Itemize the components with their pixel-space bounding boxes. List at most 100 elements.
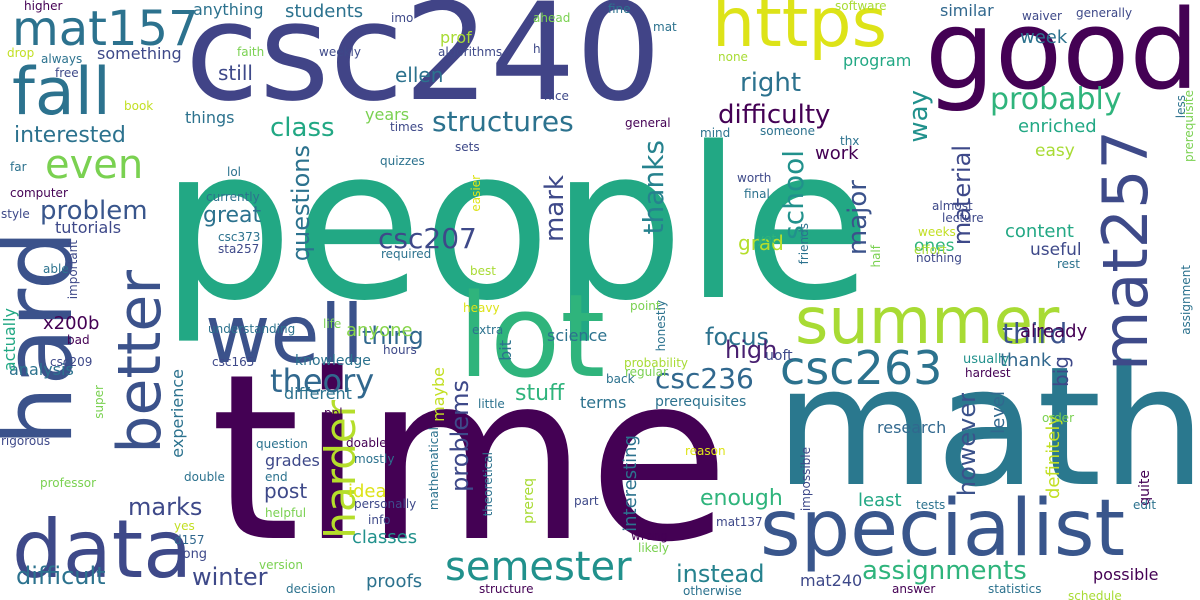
word-grades: grades [265, 451, 320, 470]
word-easy: easy [1035, 141, 1075, 161]
word-rest: rest [1057, 257, 1081, 271]
word-tests: tests [916, 498, 946, 512]
word-science: science [547, 326, 608, 345]
word-even: even [45, 142, 144, 188]
word-csc240: csc240 [185, 0, 662, 131]
word-best: best [470, 264, 496, 278]
word-prereq: prereq [521, 478, 537, 524]
word-interested: interested [14, 123, 126, 148]
word-tutorials: tutorials [55, 218, 122, 237]
word-better: better [105, 270, 175, 454]
word-anything: anything [193, 0, 264, 19]
word-lot: lot [458, 270, 606, 404]
word-computer: computer [10, 186, 68, 200]
word-focus: focus [705, 323, 770, 351]
word-personally: personally [354, 497, 417, 511]
word-regular: regular [625, 365, 668, 379]
word-imo: imo [391, 11, 414, 25]
word-professor: professor [40, 476, 97, 490]
word-data: data [12, 503, 193, 596]
word-grad: grad [738, 231, 784, 255]
word-edit: edit [1133, 498, 1157, 512]
word-none: none [718, 50, 748, 64]
word-end: end [265, 470, 288, 484]
word-quizzes: quizzes [380, 154, 425, 168]
word-different: different [284, 384, 352, 403]
word-easier: easier [469, 175, 483, 212]
word-times: times [390, 120, 424, 134]
word-good: good [925, 0, 1200, 114]
word-otherwise: otherwise [683, 584, 742, 598]
word-nice: nice [544, 89, 569, 103]
word-theory: theory [270, 362, 375, 400]
word-difficult: difficult [16, 562, 106, 590]
word-csc236: csc236 [655, 362, 754, 395]
word-big: big [1049, 356, 1073, 387]
word-problems: problems [446, 380, 474, 492]
word-assignment: assignment [1179, 265, 1193, 335]
word-extra: extra [472, 323, 504, 337]
word-level: level [988, 391, 1009, 434]
word-probability: probability [624, 356, 689, 370]
word-analysis: analysis [9, 360, 74, 379]
word-algorithms: algorithms [438, 45, 503, 59]
word-currently: currently [206, 190, 260, 204]
word-super: super [92, 385, 106, 419]
word-mostly: mostly [354, 452, 395, 466]
word-ones: ones [914, 236, 955, 256]
word-years: years [365, 105, 410, 124]
word-lecture: lecture [942, 211, 984, 225]
word-d157: d157 [174, 533, 205, 547]
word-actually: actually [0, 308, 19, 372]
word-mark: mark [540, 175, 570, 243]
word-likely: likely [638, 541, 670, 555]
word-maybe: maybe [429, 367, 448, 422]
word-csc207: csc207 [378, 222, 477, 255]
word-math: math [775, 331, 1200, 523]
word-program: program [843, 51, 912, 70]
word-uoft: uoft [765, 348, 793, 364]
word-prof: prof [440, 28, 472, 47]
word-ahead: ahead [533, 11, 571, 25]
word-definitely: definitely [1043, 415, 1064, 500]
word-waiver: waiver [1022, 9, 1062, 23]
word-way: way [904, 90, 934, 143]
word-statistics: statistics [988, 582, 1042, 596]
word-enriched: enriched [1018, 116, 1097, 137]
word-life: life [323, 317, 342, 331]
word-third: third [1002, 317, 1068, 350]
word-required: required [381, 247, 432, 261]
word-similar: similar [940, 1, 994, 20]
word-rigorous: rigorous [1, 434, 51, 448]
word-worth: worth [737, 171, 772, 185]
word-probably: probably [990, 82, 1122, 117]
word-ppl: ppl [324, 406, 343, 420]
word-semester: semester [445, 544, 632, 590]
word-point: point [630, 299, 661, 313]
word-wrong: wrong [631, 529, 669, 543]
word-ellen: ellen [395, 63, 444, 87]
word-bad: bad [67, 333, 90, 347]
word-yes: yes [174, 519, 195, 533]
word-structures: structures [432, 105, 574, 138]
word-style: style [1, 207, 30, 221]
word-friends: friends [797, 223, 811, 265]
word-general: general [625, 116, 671, 130]
word-harder: harder [316, 400, 365, 539]
word-doable: doable [346, 436, 387, 450]
word-part: part [574, 494, 599, 508]
word-higher: higher [24, 0, 63, 13]
word-right: right [740, 68, 802, 98]
word-csc373: csc373 [218, 230, 261, 244]
word-high: high [725, 336, 778, 364]
word-interesting: interesting [620, 435, 641, 532]
word-mat240: mat240 [800, 571, 863, 590]
word-students: students [285, 1, 364, 22]
word-hi: hi [533, 42, 544, 56]
word-structure: structure [479, 582, 534, 596]
word-long: long [179, 547, 208, 562]
word-answer: answer [892, 582, 936, 596]
word-stuff: stuff [515, 381, 565, 406]
word-decision: decision [286, 582, 336, 596]
